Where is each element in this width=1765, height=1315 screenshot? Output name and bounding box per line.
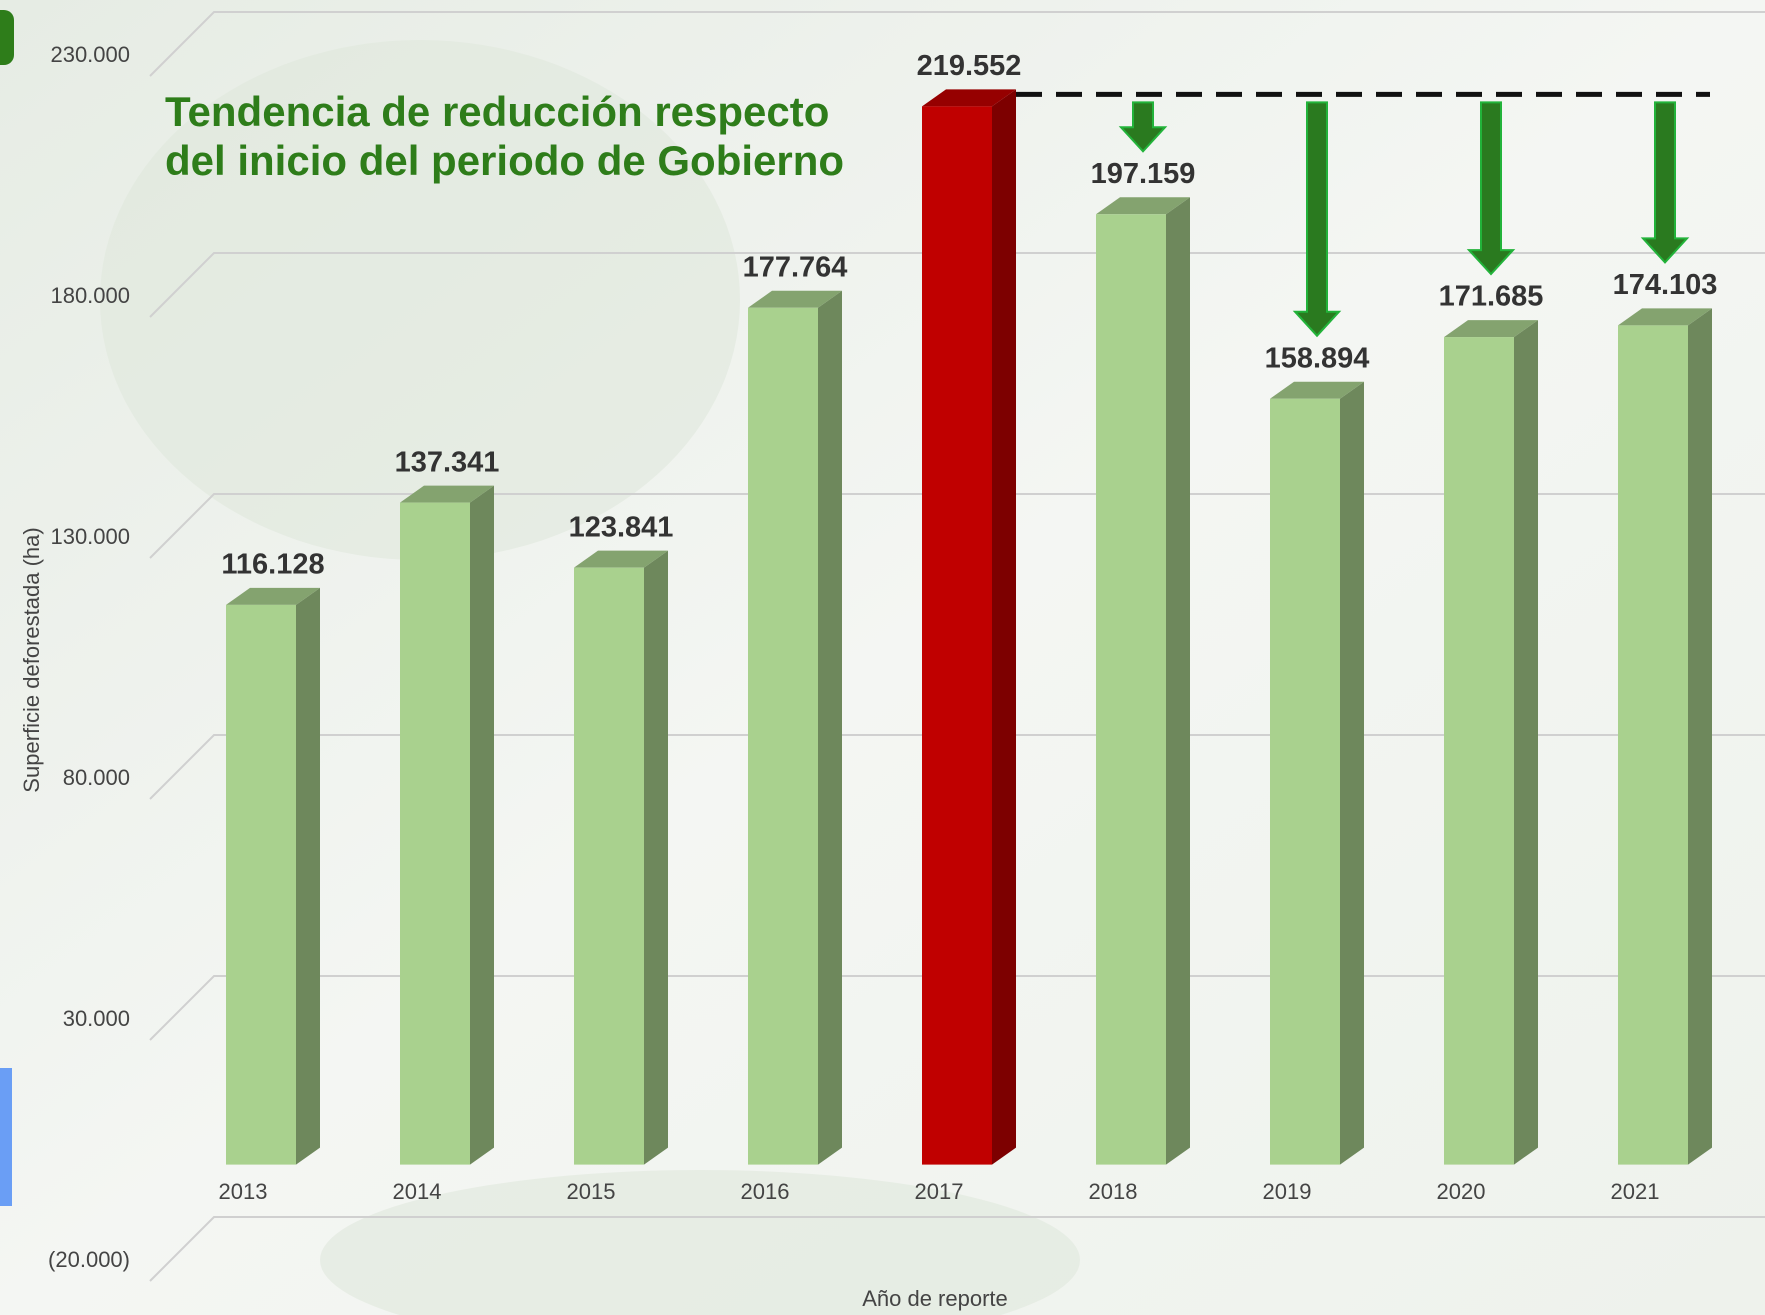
grid-line bbox=[149, 734, 1765, 800]
x-tick-label: 2020 bbox=[1437, 1179, 1486, 1204]
bar-top bbox=[922, 89, 1016, 107]
reduction-arrow bbox=[1292, 101, 1342, 338]
bar-side bbox=[470, 485, 494, 1165]
chart-title: del inicio del periodo de Gobierno bbox=[165, 137, 844, 184]
data-label: 174.103 bbox=[1613, 269, 1718, 301]
data-label: 137.341 bbox=[395, 446, 500, 478]
x-tick-label: 2017 bbox=[915, 1179, 964, 1204]
data-label: 219.552 bbox=[917, 50, 1022, 82]
bar-side bbox=[1340, 381, 1364, 1165]
data-label: 123.841 bbox=[569, 511, 674, 543]
x-tick-label: 2019 bbox=[1263, 1179, 1312, 1204]
grid-line bbox=[149, 975, 1765, 1041]
grid-line bbox=[149, 252, 1765, 318]
reduction-arrow bbox=[1118, 101, 1168, 153]
bar bbox=[1096, 214, 1166, 1165]
x-tick-label: 2018 bbox=[1089, 1179, 1138, 1204]
x-tick-label: 2015 bbox=[567, 1179, 616, 1204]
x-axis-title: Año de reporte bbox=[862, 1286, 1008, 1311]
y-axis-title: Superficie deforestada (ha) bbox=[19, 527, 44, 792]
bar bbox=[1618, 325, 1688, 1165]
reduction-arrow bbox=[1466, 101, 1516, 276]
bar-top bbox=[574, 550, 668, 568]
data-label: 197.159 bbox=[1091, 158, 1196, 190]
bar-top bbox=[1096, 197, 1190, 215]
x-tick-label: 2021 bbox=[1611, 1179, 1660, 1204]
decoration bbox=[0, 1068, 12, 1206]
bar-side bbox=[644, 550, 668, 1165]
bar-side bbox=[296, 587, 320, 1165]
bar-top bbox=[748, 290, 842, 308]
data-label: 171.685 bbox=[1439, 281, 1544, 313]
y-tick-label: 80.000 bbox=[63, 765, 130, 790]
data-label: 116.128 bbox=[221, 549, 324, 581]
bar bbox=[1270, 398, 1340, 1165]
bar bbox=[922, 106, 992, 1165]
y-tick-label: (20.000) bbox=[48, 1247, 130, 1272]
background-foliage bbox=[100, 40, 740, 560]
reduction-arrow bbox=[1640, 101, 1690, 264]
x-tick-label: 2016 bbox=[741, 1179, 790, 1204]
bar bbox=[1444, 337, 1514, 1165]
bar-side bbox=[992, 89, 1016, 1165]
bar-side bbox=[1166, 197, 1190, 1165]
bar-top bbox=[1618, 308, 1712, 326]
bar bbox=[574, 567, 644, 1165]
data-label: 177.764 bbox=[743, 251, 848, 283]
x-tick-label: 2014 bbox=[393, 1179, 442, 1204]
bar-side bbox=[1514, 320, 1538, 1165]
data-label: 158.894 bbox=[1265, 342, 1370, 374]
bar-top bbox=[1444, 320, 1538, 338]
y-tick-label: 230.000 bbox=[50, 42, 130, 67]
bar-top bbox=[226, 587, 320, 605]
x-tick-label: 2013 bbox=[219, 1179, 268, 1204]
bar-top bbox=[1270, 381, 1364, 399]
y-tick-label: 30.000 bbox=[63, 1006, 130, 1031]
y-tick-label: 130.000 bbox=[50, 524, 130, 549]
bar-side bbox=[818, 290, 842, 1165]
background-foliage bbox=[320, 1170, 1080, 1315]
bar bbox=[226, 604, 296, 1165]
decoration bbox=[0, 10, 14, 65]
bar-side bbox=[1688, 308, 1712, 1165]
grid-line bbox=[149, 1216, 1765, 1282]
chart-title: Tendencia de reducción respecto bbox=[165, 88, 829, 135]
y-tick-label: 180.000 bbox=[50, 283, 130, 308]
bar bbox=[400, 502, 470, 1165]
bar bbox=[748, 307, 818, 1165]
grid-line bbox=[149, 11, 1765, 77]
bar-top bbox=[400, 485, 494, 503]
grid-line bbox=[149, 493, 1765, 559]
